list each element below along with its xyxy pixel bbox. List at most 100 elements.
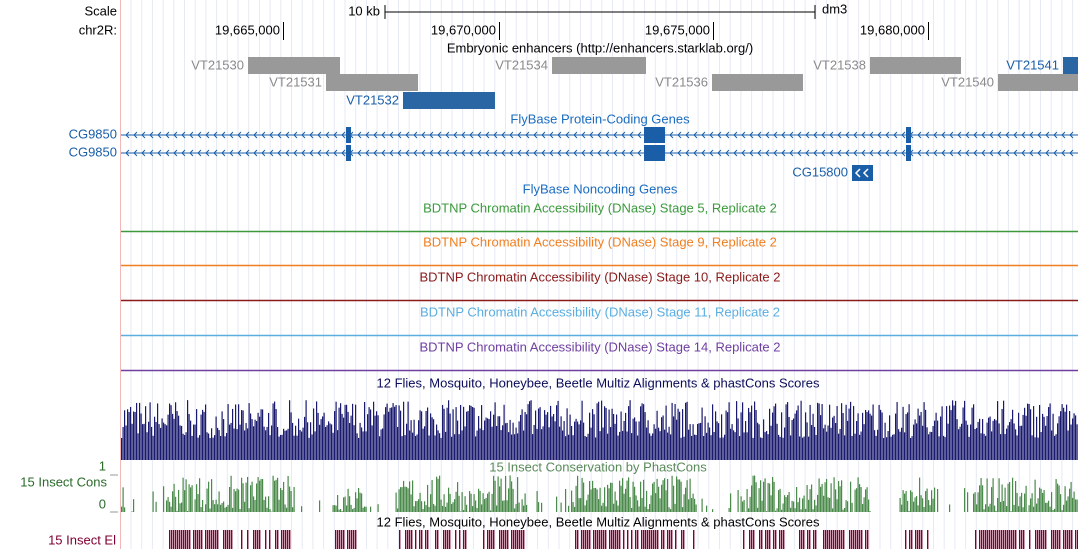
signal-bar <box>802 498 804 512</box>
strand-arrow <box>125 149 130 157</box>
signal-bar <box>724 434 726 460</box>
element-bar <box>1053 530 1055 549</box>
strand-arrow <box>381 149 386 157</box>
signal-bar <box>244 501 246 512</box>
strand-arrow <box>853 131 858 139</box>
strand-arrow <box>493 131 498 139</box>
signal-bar <box>1019 425 1021 460</box>
signal-bar <box>356 498 358 512</box>
strand-arrow <box>1013 149 1018 157</box>
signal-bar <box>797 502 799 512</box>
element-bar <box>783 530 785 549</box>
strand-arrow <box>557 131 562 139</box>
element-bar <box>179 530 181 549</box>
signal-bar <box>485 497 487 512</box>
signal-bar <box>722 437 724 460</box>
signal-bar <box>512 488 514 512</box>
signal-bar <box>806 485 808 512</box>
track-title: 12 Flies, Mosquito, Honeybee, Beetle Mul… <box>377 514 820 529</box>
element-bar <box>337 530 339 549</box>
element-bar <box>663 530 665 549</box>
signal-bar <box>508 488 510 512</box>
signal-bar <box>800 509 802 512</box>
signal-bar <box>1048 500 1050 512</box>
signal-bar <box>224 436 226 460</box>
strand-arrow <box>637 131 642 139</box>
signal-bar <box>260 479 262 512</box>
signal-bar <box>602 427 604 460</box>
signal-bar <box>826 431 828 460</box>
signal-bar <box>1006 506 1008 512</box>
signal-bar <box>154 416 156 460</box>
signal-bar <box>307 422 309 460</box>
signal-bar <box>955 400 957 460</box>
signal-bar <box>622 478 624 512</box>
signal-bar <box>763 419 765 460</box>
signal-bar <box>1028 505 1030 512</box>
signal-bar <box>851 435 853 460</box>
signal-bar <box>556 496 558 512</box>
signal-bar <box>1058 485 1060 512</box>
signal-bar <box>683 494 685 512</box>
strand-arrow <box>205 131 210 139</box>
element-bar <box>1013 530 1015 549</box>
signal-bar <box>313 408 315 460</box>
element-bar <box>1001 530 1003 549</box>
signal-bar <box>176 510 178 512</box>
signal-bar <box>455 491 457 512</box>
signal-bar <box>238 489 240 512</box>
signal-bar <box>919 477 921 512</box>
signal-bar <box>626 480 628 512</box>
signal-bar <box>847 501 849 512</box>
element-bar <box>829 530 831 549</box>
signal-bar <box>152 435 154 460</box>
element-bar <box>645 530 647 549</box>
signal-bar <box>628 477 630 512</box>
signal-bar <box>818 478 820 512</box>
signal-bar <box>908 510 910 512</box>
signal-bar <box>340 508 342 512</box>
element-bar <box>489 530 491 549</box>
signal-bar <box>430 413 432 460</box>
strand-arrow <box>725 131 730 139</box>
strand-arrow <box>853 149 858 157</box>
signal-bar <box>553 414 555 460</box>
signal-bar <box>544 410 546 460</box>
element-bar <box>1003 530 1005 549</box>
strand-arrow <box>309 131 314 139</box>
signal-bar <box>242 483 244 512</box>
strand-arrow <box>741 149 746 157</box>
signal-bar <box>352 509 354 512</box>
signal-bar <box>245 423 247 460</box>
signal-bar <box>502 425 504 460</box>
element-bar <box>1043 530 1045 549</box>
signal-bar <box>632 418 634 460</box>
signal-bar <box>673 485 675 512</box>
signal-bar <box>947 423 949 460</box>
element-bar <box>651 530 653 549</box>
signal-bar <box>341 413 343 460</box>
signal-bar <box>820 415 822 460</box>
signal-bar <box>191 485 193 512</box>
signal-bar <box>949 405 951 460</box>
enhancer-track: VT21530VT21531VT21532VT21534VT21536VT215… <box>191 57 1078 109</box>
signal-bar <box>557 400 559 460</box>
signal-bar <box>956 419 958 460</box>
strand-arrow <box>493 149 498 157</box>
signal-bar <box>421 411 423 460</box>
signal-bar <box>1073 413 1075 460</box>
signal-bar <box>463 510 465 512</box>
signal-bar <box>221 503 223 512</box>
signal-bar <box>874 430 876 460</box>
enhancer <box>1063 57 1078 74</box>
signal-bar <box>128 411 130 460</box>
signal-bar <box>331 424 333 460</box>
signal-bar <box>145 406 147 460</box>
signal-bar <box>538 502 540 512</box>
track-title: BDTNP Chromatin Accessibility (DNase) St… <box>419 339 780 354</box>
signal-bar <box>619 480 621 512</box>
signal-bar <box>1058 416 1060 460</box>
signal-bar <box>1018 412 1020 460</box>
signal-bar <box>407 488 409 512</box>
